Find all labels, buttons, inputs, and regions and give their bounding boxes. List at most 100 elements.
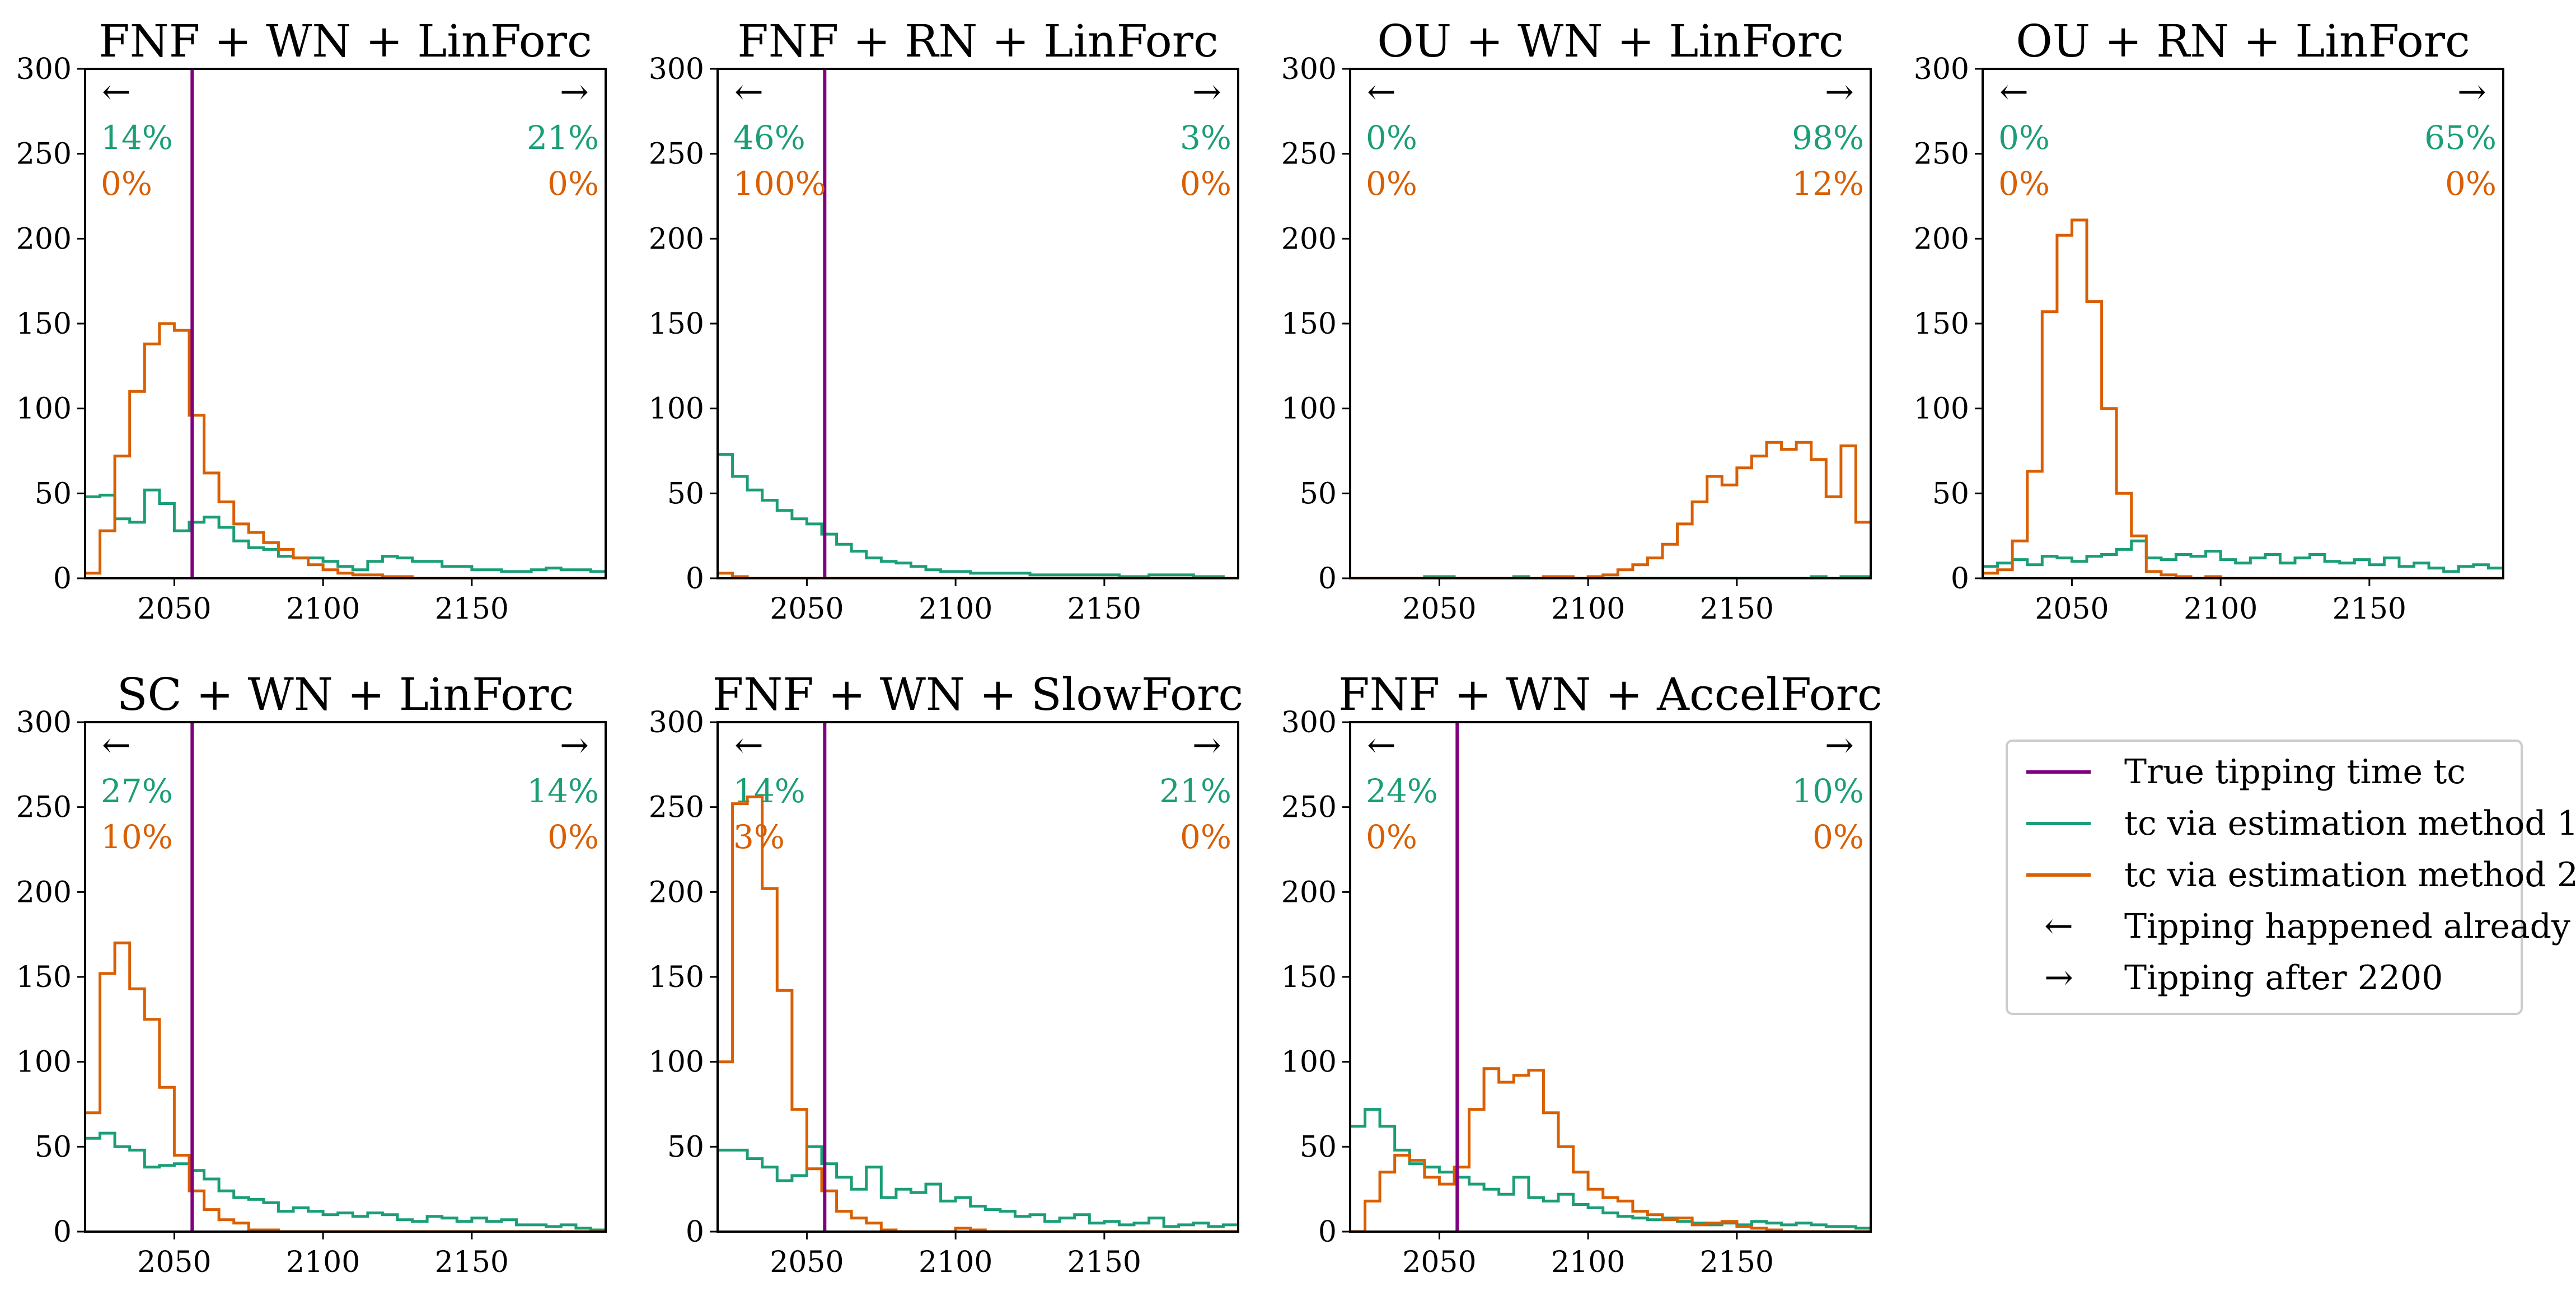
- y-tick-label: 200: [1281, 222, 1337, 256]
- tipping-after-method1: 98%: [1792, 119, 1864, 157]
- histogram-series-method2: [1350, 1067, 1871, 1232]
- tipping-after-method1: 21%: [1159, 772, 1231, 810]
- y-tick-label: 100: [1281, 1046, 1337, 1079]
- x-tick-label: 2100: [286, 1246, 360, 1279]
- x-tick-label: 2100: [1551, 1246, 1625, 1279]
- y-tick-label: 250: [1281, 138, 1337, 171]
- legend-right-arrow-icon: →: [2044, 957, 2073, 998]
- y-tick-label: 150: [649, 961, 704, 994]
- y-tick-label: 300: [16, 53, 72, 86]
- histogram-panel: 0 50 100 150 200 250 300 2050 2100 2150 FNF + RN +…: [649, 15, 1239, 626]
- histogram-series-method1: [718, 453, 1238, 578]
- y-tick-label: 0: [53, 562, 72, 596]
- right-arrow-icon: →: [560, 724, 589, 765]
- y-tick-label: 200: [16, 876, 72, 909]
- histogram-series-method2: [1350, 441, 1871, 578]
- right-arrow-icon: →: [1192, 71, 1221, 112]
- histogram-series-method1: [718, 1145, 1238, 1228]
- x-tick-label: 2050: [770, 592, 844, 626]
- tipped-already-method2: 10%: [101, 818, 173, 856]
- histogram-series-method2: [85, 941, 606, 1232]
- histogram-panel: 0 50 100 150 200 250 300 2050 2100 2150 OU + RN + …: [1914, 15, 2504, 626]
- histogram-series-method2: [85, 322, 606, 578]
- y-tick-label: 200: [1281, 876, 1337, 909]
- legend-label: True tipping time tc: [2124, 752, 2466, 792]
- y-tick-label: 250: [1281, 791, 1337, 825]
- tipping-after-method2: 0%: [547, 165, 599, 203]
- panel-title: OU + RN + LinForc: [2016, 15, 2470, 67]
- tipping-after-method1: 14%: [527, 772, 599, 810]
- histogram-panel: 0 50 100 150 200 250 300 2050 2100 2150 FNF + WN +…: [649, 668, 1243, 1279]
- tipped-already-method2: 0%: [101, 165, 152, 203]
- y-tick-label: 100: [649, 392, 704, 426]
- legend-label: Tipping after 2200: [2124, 958, 2443, 998]
- panel-title: FNF + WN + SlowForc: [713, 668, 1243, 720]
- histogram-panel: 0 50 100 150 200 250 300 2050 2100 2150 SC + WN + …: [16, 668, 607, 1279]
- histogram-series-method2: [1983, 218, 2503, 578]
- y-tick-label: 150: [16, 961, 72, 994]
- y-tick-label: 50: [1300, 477, 1337, 511]
- y-tick-label: 50: [35, 1130, 72, 1164]
- y-tick-label: 50: [667, 1130, 704, 1164]
- tipped-already-method2: 0%: [1366, 165, 1417, 203]
- y-tick-label: 300: [1281, 706, 1337, 740]
- tipped-already-method1: 46%: [733, 119, 805, 157]
- y-tick-label: 0: [1318, 562, 1337, 596]
- tipped-already-method1: 0%: [1998, 119, 2050, 157]
- y-tick-label: 50: [35, 477, 72, 511]
- histogram-series-method1: [1983, 539, 2503, 573]
- x-tick-label: 2050: [1402, 1246, 1476, 1279]
- x-tick-label: 2150: [435, 1246, 509, 1279]
- tipping-after-method2: 0%: [1812, 818, 1864, 856]
- right-arrow-icon: →: [1825, 71, 1854, 112]
- tipped-already-method1: 14%: [733, 772, 805, 810]
- tipped-already-method1: 27%: [101, 772, 173, 810]
- x-tick-label: 2050: [137, 592, 211, 626]
- y-tick-label: 150: [1281, 961, 1337, 994]
- x-tick-label: 2050: [1402, 592, 1476, 626]
- y-tick-label: 150: [649, 307, 704, 341]
- right-arrow-icon: →: [1192, 724, 1221, 765]
- x-tick-label: 2150: [1700, 1246, 1774, 1279]
- left-arrow-icon: ←: [1367, 724, 1396, 765]
- x-tick-label: 2100: [1551, 592, 1625, 626]
- panel-title: SC + WN + LinForc: [117, 668, 574, 720]
- tipping-after-method2: 0%: [547, 818, 599, 856]
- y-tick-label: 100: [16, 392, 72, 426]
- tipping-after-method1: 10%: [1792, 772, 1864, 810]
- y-tick-label: 50: [667, 477, 704, 511]
- panel-title: FNF + RN + LinForc: [737, 15, 1219, 67]
- y-tick-label: 150: [16, 307, 72, 341]
- x-tick-label: 2050: [137, 1246, 211, 1279]
- y-tick-label: 50: [1932, 477, 1969, 511]
- right-arrow-icon: →: [2457, 71, 2486, 112]
- tipping-after-method2: 12%: [1792, 165, 1864, 203]
- left-arrow-icon: ←: [102, 71, 131, 112]
- left-arrow-icon: ←: [734, 724, 764, 765]
- histogram-panel: 0 50 100 150 200 250 300 2050 2100 2150 OU + WN + …: [1281, 15, 1872, 626]
- panel-title: FNF + WN + LinForc: [99, 15, 592, 67]
- y-tick-label: 200: [649, 222, 704, 256]
- right-arrow-icon: →: [1825, 724, 1854, 765]
- y-tick-label: 200: [649, 876, 704, 909]
- histogram-panel: 0 50 100 150 200 250 300 2050 2100 2150 FNF + WN +…: [1281, 668, 1882, 1279]
- x-tick-label: 2050: [770, 1246, 844, 1279]
- tipping-after-method1: 65%: [2424, 119, 2497, 157]
- x-tick-label: 2100: [286, 592, 360, 626]
- x-tick-label: 2150: [2333, 592, 2406, 626]
- y-tick-label: 0: [686, 562, 704, 596]
- x-tick-label: 2150: [1067, 592, 1141, 626]
- x-tick-label: 2050: [2035, 592, 2109, 626]
- x-tick-label: 2150: [1067, 1246, 1141, 1279]
- histogram-series-method2: [718, 796, 1238, 1232]
- x-tick-label: 2100: [2184, 592, 2257, 626]
- y-tick-label: 200: [1914, 222, 1969, 256]
- histogram-series-method1: [1350, 1108, 1871, 1230]
- tipped-already-method2: 0%: [1998, 165, 2050, 203]
- y-tick-label: 250: [649, 138, 704, 171]
- tipping-after-method2: 0%: [1180, 818, 1231, 856]
- tipped-already-method1: 24%: [1366, 772, 1438, 810]
- y-tick-label: 50: [1300, 1130, 1337, 1164]
- left-arrow-icon: ←: [734, 71, 764, 112]
- tipping-after-method2: 0%: [2445, 165, 2497, 203]
